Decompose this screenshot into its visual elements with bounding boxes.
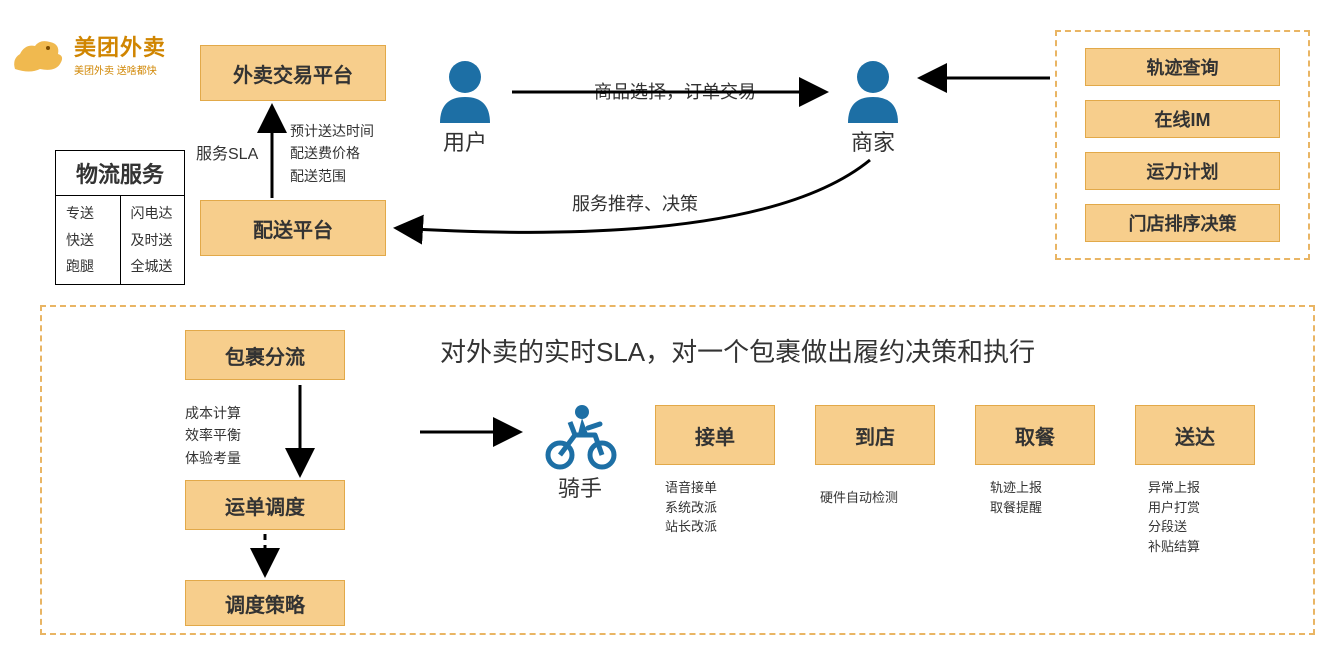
sla-item: 预计送达时间: [290, 120, 374, 142]
package-notes: 成本计算 效率平衡 体验考量: [185, 402, 241, 469]
step-note: 补贴结算: [1148, 537, 1200, 557]
merchant-icon: [838, 55, 908, 130]
logo-brand-text: 美团外卖: [74, 30, 166, 62]
step-note: 系统改派: [665, 498, 717, 518]
arrow-label-merchant-delivery-box: 服务推荐、决策: [530, 190, 740, 216]
logistics-item: 跑腿: [66, 253, 110, 280]
right-panel-item: 轨迹查询: [1085, 48, 1280, 86]
rider-icon: [540, 400, 620, 475]
logistics-item: 全城送: [131, 253, 175, 280]
step-title: 送达: [1175, 421, 1215, 450]
step-note: 轨迹上报: [990, 478, 1042, 498]
step-note: 硬件自动检测: [820, 488, 898, 508]
step-note: 分段送: [1148, 517, 1200, 537]
service-sla-label: 服务SLA: [196, 140, 258, 164]
kangaroo-icon: [10, 34, 68, 74]
right-panel-item-label: 在线IM: [1155, 106, 1211, 132]
step-note: 用户打赏: [1148, 498, 1200, 518]
step-note: 异常上报: [1148, 478, 1200, 498]
merchant-label: 商家: [851, 125, 895, 157]
dispatch-strategy-label: 调度策略: [225, 589, 305, 618]
right-panel-item: 门店排序决策: [1085, 204, 1280, 242]
logistics-item: 及时送: [131, 227, 175, 254]
user-label-box: 用户: [428, 126, 502, 156]
logistics-item: 闪电达: [131, 200, 175, 227]
package-note: 成本计算: [185, 402, 241, 424]
logistics-services-panel: 物流服务 专送 快送 跑腿 闪电达 及时送 全城送: [55, 150, 185, 285]
bottom-headline: 对外卖的实时SLA，对一个包裹做出履约决策和执行: [440, 332, 1035, 369]
waybill-dispatch-label: 运单调度: [225, 491, 305, 520]
logistics-services-title: 物流服务: [56, 151, 184, 196]
dispatch-strategy-box: 调度策略: [185, 580, 345, 626]
delivery-platform-label: 配送平台: [253, 214, 333, 243]
package-split-label: 包裹分流: [225, 341, 305, 370]
step-box-accept: 接单: [655, 405, 775, 465]
step-notes: 异常上报 用户打赏 分段送 补贴结算: [1148, 478, 1200, 556]
step-title: 到店: [855, 421, 895, 450]
step-notes: 轨迹上报 取餐提醒: [990, 478, 1042, 517]
logo-tagline-text: 美团外卖 送啥都快: [74, 62, 166, 77]
sla-items: 预计送达时间 配送费价格 配送范围: [290, 120, 374, 187]
step-title: 取餐: [1015, 421, 1055, 450]
merchant-label-box: 商家: [836, 126, 910, 156]
takeout-platform-label: 外卖交易平台: [233, 59, 353, 88]
step-notes: 硬件自动检测: [820, 488, 898, 508]
right-panel-item: 运力计划: [1085, 152, 1280, 190]
sla-item: 配送费价格: [290, 142, 374, 164]
waybill-dispatch-box: 运单调度: [185, 480, 345, 530]
step-box-deliver: 送达: [1135, 405, 1255, 465]
arrow-label-user-merchant-box: 商品选择，订单交易: [555, 78, 795, 104]
step-note: 站长改派: [665, 517, 717, 537]
logistics-item: 专送: [66, 200, 110, 227]
takeout-platform-box: 外卖交易平台: [200, 45, 386, 101]
rider-label: 骑手: [558, 471, 602, 503]
step-notes: 语音接单 系统改派 站长改派: [665, 478, 717, 537]
logistics-col-left: 专送 快送 跑腿: [56, 196, 121, 284]
delivery-platform-box: 配送平台: [200, 200, 386, 256]
package-split-box: 包裹分流: [185, 330, 345, 380]
right-panel-item-label: 门店排序决策: [1129, 210, 1237, 236]
logistics-item: 快送: [66, 227, 110, 254]
package-note: 体验考量: [185, 447, 241, 469]
arrow-label-merchant-delivery: 服务推荐、决策: [572, 190, 698, 216]
step-box-pickup: 取餐: [975, 405, 1095, 465]
right-panel-item: 在线IM: [1085, 100, 1280, 138]
sla-item: 配送范围: [290, 165, 374, 187]
step-note: 语音接单: [665, 478, 717, 498]
rider-label-box: 骑手: [545, 472, 615, 502]
step-note: 取餐提醒: [990, 498, 1042, 518]
user-label: 用户: [443, 125, 487, 157]
right-panel-item-label: 运力计划: [1147, 158, 1219, 184]
step-box-arrive: 到店: [815, 405, 935, 465]
package-note: 效率平衡: [185, 424, 241, 446]
bottom-headline-box: 对外卖的实时SLA，对一个包裹做出履约决策和执行: [440, 330, 1270, 370]
right-panel-item-label: 轨迹查询: [1147, 54, 1219, 80]
brand-logo: 美团外卖 美团外卖 送啥都快: [10, 30, 180, 77]
arrow-label-user-merchant: 商品选择，订单交易: [594, 78, 756, 104]
logistics-col-right: 闪电达 及时送 全城送: [121, 196, 185, 284]
step-title: 接单: [695, 421, 735, 450]
user-icon: [430, 55, 500, 130]
